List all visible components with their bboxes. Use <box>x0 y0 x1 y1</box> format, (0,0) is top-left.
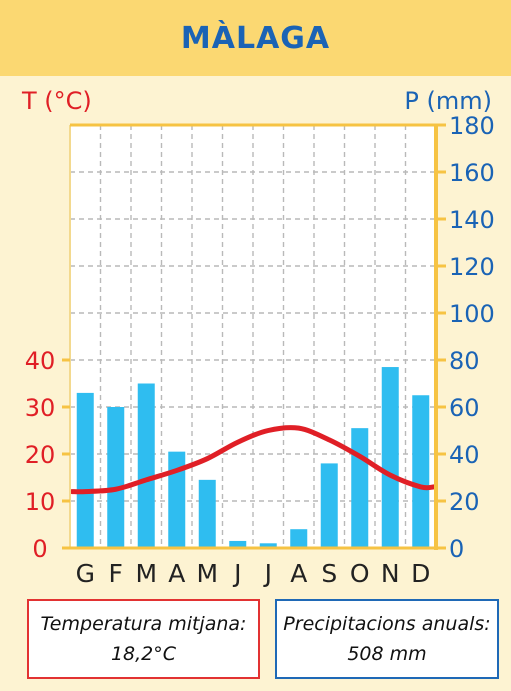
temperature-value: 18,2°C <box>110 643 177 665</box>
right-axis-tick-label: 140 <box>449 206 495 234</box>
month-label: J <box>263 559 272 588</box>
left-axis-tick-label: 40 <box>25 347 56 375</box>
right-axis-tick-label: 160 <box>449 159 495 187</box>
precipitation-bar <box>412 395 430 548</box>
climate-chart: 0 20 40 60 80 100 120 140 160 180 0 10 20 30 40 T (°C) P… <box>21 87 495 588</box>
precipitation-value: 508 mm <box>347 643 427 665</box>
page-title: MÀLAGA <box>180 20 331 56</box>
month-label: A <box>290 559 307 588</box>
month-label: A <box>168 559 185 588</box>
month-label: M <box>135 559 157 588</box>
month-label: N <box>381 559 400 588</box>
precipitation-bar <box>320 463 338 548</box>
right-axis-tick-label: 0 <box>449 535 464 563</box>
precipitation-summary-box: Precipitacions anuals: 508 mm <box>275 599 499 679</box>
right-axis-tick-label: 120 <box>449 253 495 281</box>
precipitation-bar <box>168 451 186 548</box>
precipitation-bar <box>76 392 94 548</box>
left-axis-tick-label: 20 <box>25 441 56 469</box>
precipitation-bar <box>381 367 399 548</box>
precipitation-bar <box>107 407 125 548</box>
temperature-line <box>69 425 437 495</box>
right-axis-tick-label: 180 <box>449 112 495 140</box>
header-bar: MÀLAGA <box>0 0 511 76</box>
left-axis-tick-label: 30 <box>25 394 56 422</box>
precipitation-label: Precipitacions anuals: <box>283 613 491 635</box>
precipitation-bar <box>198 479 216 548</box>
precipitation-bar <box>259 543 277 548</box>
right-axis-tick-label: 20 <box>449 488 480 516</box>
precipitation-bar <box>290 529 308 548</box>
month-label: S <box>321 559 337 588</box>
month-label: D <box>411 559 430 588</box>
temperature-label: Temperatura mitjana: <box>40 613 247 635</box>
right-axis-tick-label: 60 <box>449 394 480 422</box>
precipitation-bar <box>229 540 247 548</box>
left-axis-tick-label: 10 <box>25 488 56 516</box>
right-axis-tick-label: 100 <box>449 300 495 328</box>
right-axis-tick-label: 80 <box>449 347 480 375</box>
right-axis-title: P (mm) <box>404 87 492 115</box>
month-label: F <box>109 559 123 588</box>
month-label: O <box>350 559 370 588</box>
left-axis-title: T (°C) <box>21 87 92 115</box>
month-label: M <box>196 559 218 588</box>
month-label: G <box>76 559 95 588</box>
left-axis-tick-label: 0 <box>32 535 47 563</box>
temperature-summary-box: Temperatura mitjana: 18,2°C <box>27 599 260 679</box>
month-label: J <box>232 559 241 588</box>
precipitation-bar <box>351 428 369 548</box>
right-axis-tick-label: 40 <box>449 441 480 469</box>
precipitation-bar <box>137 383 155 548</box>
